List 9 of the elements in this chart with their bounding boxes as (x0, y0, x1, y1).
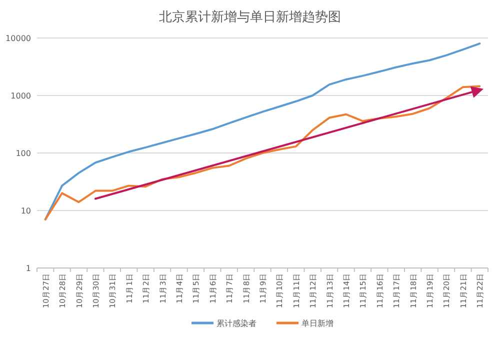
y-tick-label: 1000 (10, 92, 31, 100)
y-tick-label: 1 (26, 264, 31, 273)
line-series (44, 85, 481, 220)
legend-label: 单日新增 (302, 319, 334, 328)
y-tick-label: 100 (16, 149, 31, 158)
legend-label: 累计感染者 (216, 319, 256, 328)
chart-title: 北京累计新增与单日新增趋势图 (159, 10, 341, 25)
y-tick-label: 10000 (6, 34, 31, 43)
y-tick-label: 10 (20, 206, 31, 216)
